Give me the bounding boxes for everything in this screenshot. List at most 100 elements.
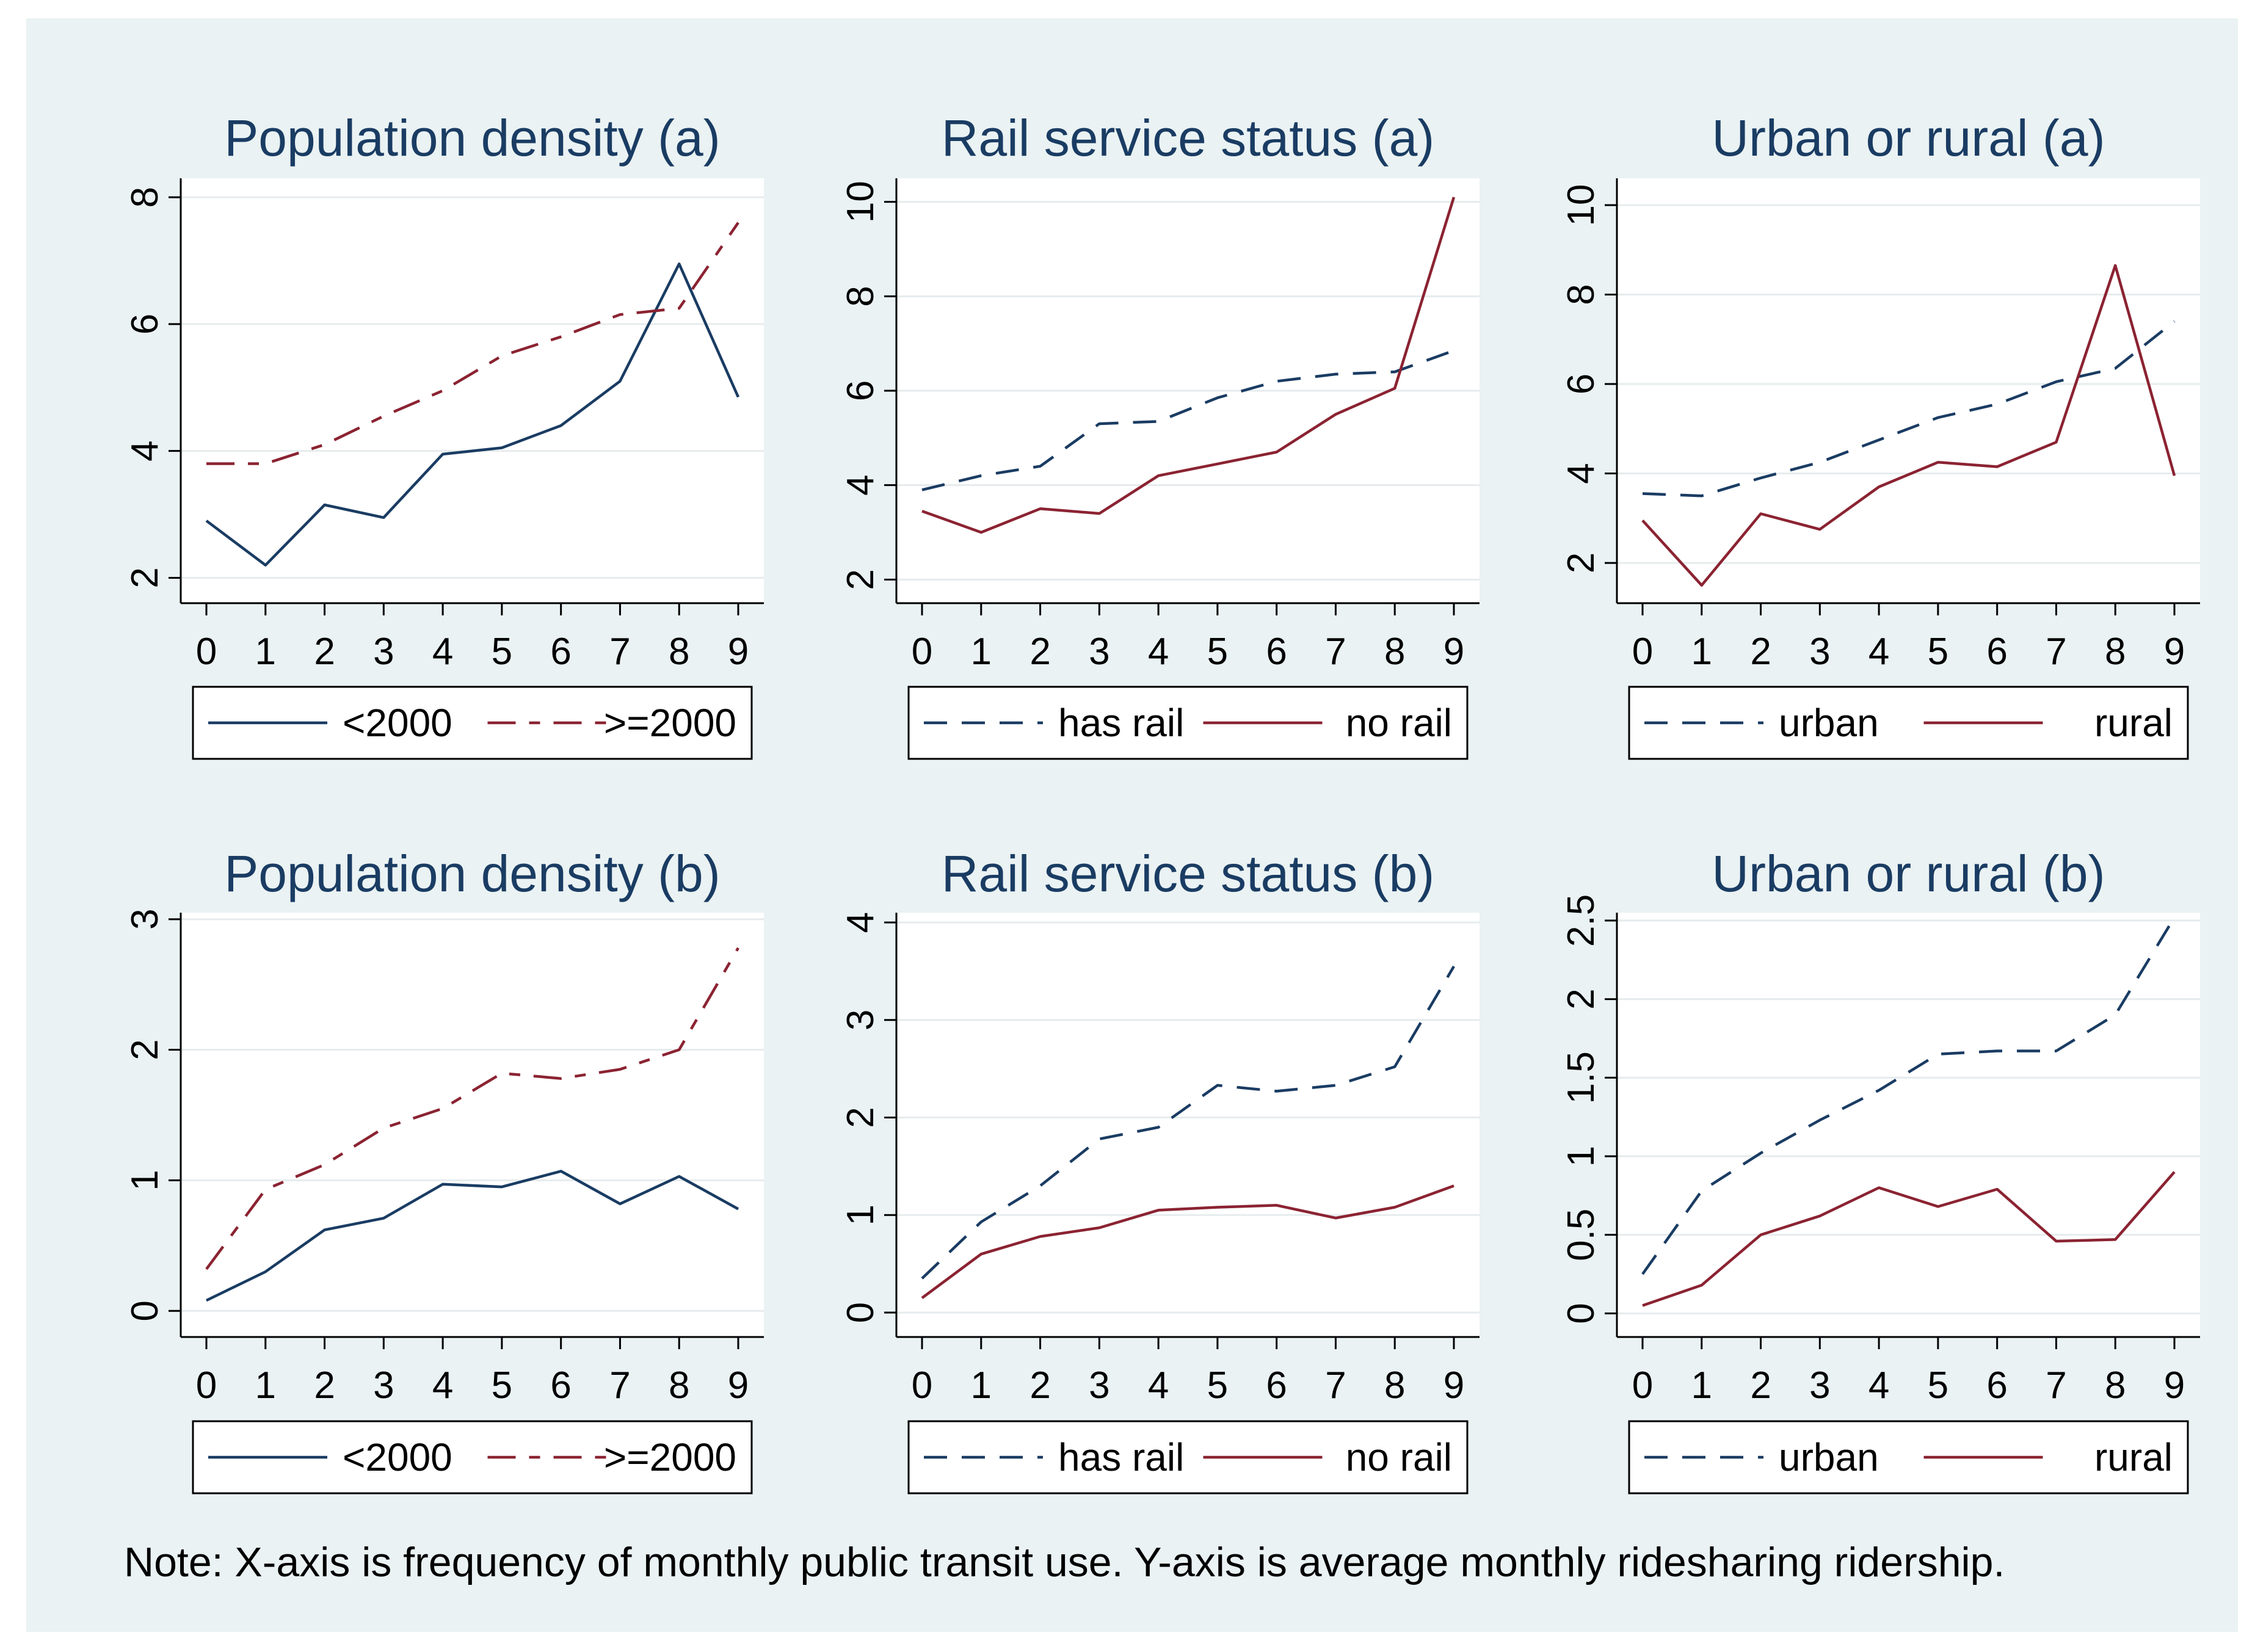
x-tick-label: 4	[1148, 1364, 1169, 1407]
x-tick-label: 1	[971, 631, 992, 673]
x-tick-label: 9	[2164, 631, 2185, 673]
chart-6: Urban or rural (b)00.511.522.50 1 2 3 4 5 6 7 8 9…	[1560, 845, 2200, 1494]
y-tick-label: 8	[1560, 284, 1602, 305]
x-tick-label: 0	[912, 1364, 932, 1407]
x-tick-label: 0	[1632, 631, 1653, 673]
y-tick-label: 2.5	[1560, 894, 1602, 947]
series-line	[206, 1170, 739, 1302]
plot-area	[1617, 178, 2200, 603]
legend-label: rural	[2094, 1435, 2173, 1479]
legend-label: urban	[1779, 1435, 1879, 1479]
x-tick-label: 6	[1266, 1364, 1287, 1407]
x-tick-label: 6	[550, 1364, 571, 1407]
y-tick-label: 0	[124, 1300, 166, 1321]
x-tick-label: 3	[1089, 1364, 1109, 1407]
x-tick-label: 8	[669, 631, 689, 673]
x-tick-label: 4	[432, 631, 453, 673]
y-tick-label: 0.5	[1560, 1209, 1602, 1261]
y-tick-label: 2	[840, 1107, 882, 1128]
y-tick-label: 4	[840, 474, 882, 495]
x-tick-label: 2	[314, 631, 335, 673]
x-tick-label: 4	[1868, 631, 1889, 673]
legend-label: <2000	[343, 1435, 452, 1479]
y-tick-label: 4	[124, 440, 166, 461]
figure-background: Population density (a) 2 4 6 8 0 1 2 3 4 5 6 7 8 9 <200…	[26, 18, 2238, 1632]
x-tick-label: 0	[912, 631, 932, 673]
x-tick-label: 3	[1809, 1364, 1830, 1407]
series-line	[1642, 320, 2176, 498]
y-tick-label: 1	[840, 1205, 882, 1225]
legend-label: has rail	[1058, 701, 1184, 745]
series-line	[205, 947, 739, 1270]
y-tick-label: 0	[1560, 1303, 1602, 1324]
x-tick-label: 6	[1986, 631, 2007, 673]
x-tick-label: 8	[2105, 631, 2126, 673]
series-line	[1641, 264, 2176, 587]
x-tick-label: 4	[432, 1364, 453, 1407]
x-tick-label: 1	[1691, 1364, 1712, 1407]
figure-note: Note: X-axis is frequency of monthly pub…	[124, 1539, 2005, 1585]
y-tick-label: 6	[840, 380, 882, 401]
x-tick-label: 8	[1384, 631, 1405, 673]
x-tick-label: 1	[255, 1364, 276, 1407]
legend-label: <2000	[343, 701, 452, 745]
x-tick-label: 7	[1325, 631, 1346, 673]
y-tick-label: 8	[124, 187, 166, 208]
series-line	[1641, 916, 2176, 1275]
x-tick-label: 6	[1986, 1364, 2007, 1407]
y-tick-label: 2	[1560, 552, 1602, 573]
legend-label: no rail	[1346, 1435, 1452, 1479]
chart-title: Urban or rural (b)	[1712, 845, 2105, 902]
y-tick-label: 1	[1560, 1146, 1602, 1167]
series-line	[1642, 1171, 2176, 1307]
x-tick-label: 5	[1207, 1364, 1228, 1407]
series-line	[921, 349, 1454, 491]
x-tick-label: 7	[2046, 631, 2066, 673]
x-tick-label: 2	[1750, 1364, 1771, 1407]
x-tick-label: 8	[1384, 1364, 1405, 1407]
y-tick-label: 2	[124, 567, 166, 588]
legend-label: has rail	[1058, 1435, 1184, 1479]
x-tick-label: 6	[550, 631, 571, 673]
y-tick-label: 2	[124, 1039, 166, 1060]
x-tick-label: 9	[728, 1364, 749, 1407]
y-tick-label: 4	[1560, 463, 1602, 484]
x-tick-label: 2	[1029, 1364, 1050, 1407]
x-tick-label: 4	[1868, 1364, 1889, 1407]
x-tick-label: 3	[1809, 631, 1830, 673]
plot-area	[896, 913, 1480, 1337]
x-tick-label: 1	[255, 631, 276, 673]
x-tick-label: 0	[1632, 1364, 1653, 1407]
x-tick-label: 5	[1928, 631, 1948, 673]
x-tick-label: 6	[1266, 631, 1287, 673]
y-tick-label: 3	[124, 908, 166, 929]
y-tick-label: 3	[840, 1010, 882, 1031]
y-tick-label: 1.5	[1560, 1051, 1602, 1104]
x-tick-label: 7	[1325, 1364, 1346, 1407]
x-tick-label: 9	[1443, 631, 1464, 673]
x-tick-label: 5	[492, 1364, 512, 1407]
y-tick-label: 1	[124, 1170, 166, 1190]
chart-title: Rail service status (a)	[942, 109, 1435, 167]
y-tick-label: 4	[840, 912, 882, 933]
series-line	[921, 197, 1456, 534]
series-line	[205, 262, 740, 567]
x-tick-label: 8	[669, 1364, 689, 1407]
plot-area	[1617, 913, 2200, 1337]
x-tick-label: 9	[728, 631, 749, 673]
x-tick-label: 0	[196, 1364, 217, 1407]
x-tick-label: 7	[609, 631, 630, 673]
x-tick-label: 3	[373, 1364, 394, 1407]
y-tick-label: 0	[840, 1302, 882, 1323]
legend-label: rural	[2094, 701, 2173, 745]
series-line	[206, 222, 739, 465]
y-tick-label: 2	[1560, 988, 1602, 1009]
x-tick-label: 3	[1089, 631, 1109, 673]
x-tick-label: 7	[2046, 1364, 2066, 1407]
chart-title: Rail service status (b)	[942, 845, 1435, 902]
legend-label: >=2000	[604, 1435, 736, 1479]
legend-label: no rail	[1346, 701, 1452, 745]
x-tick-label: 5	[492, 631, 512, 673]
